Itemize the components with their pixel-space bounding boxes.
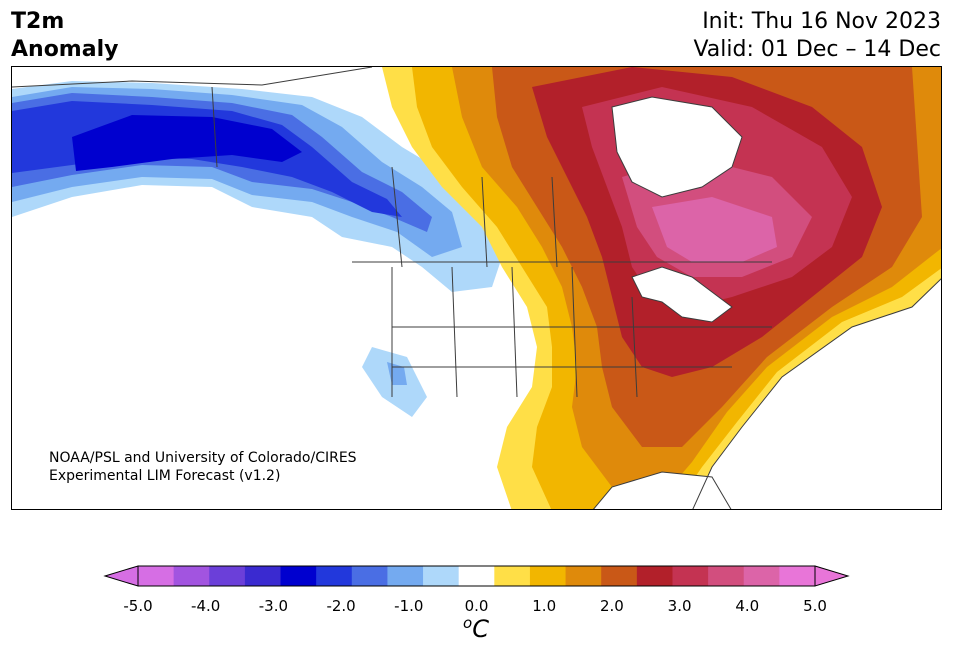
- colorbar-swatch: [387, 566, 424, 586]
- colorbar-swatch: [672, 566, 709, 586]
- colorbar-tick-label: 4.0: [735, 597, 760, 615]
- hudson-bay: [612, 97, 742, 197]
- unit-label: C: [472, 615, 489, 643]
- colorbar-swatch: [351, 566, 388, 586]
- colorbar-extend-low: [103, 565, 139, 587]
- colorbar-swatch: [565, 566, 602, 586]
- colorbar-swatch: [779, 566, 816, 586]
- colorbar-swatch: [708, 566, 745, 586]
- map-canvas: [12, 67, 941, 509]
- valid-date: Valid: 01 Dec – 14 Dec: [693, 37, 941, 62]
- colorbar: [0, 560, 953, 656]
- colorbar-swatch: [316, 566, 353, 586]
- data-credit: NOAA/PSL and University of Colorado/CIRE…: [49, 449, 357, 485]
- anomaly-label: Anomaly: [11, 37, 119, 62]
- init-date: Init: Thu 16 Nov 2023: [702, 9, 941, 34]
- colorbar-tick-label: 2.0: [599, 597, 624, 615]
- colorbar-swatch: [138, 566, 175, 586]
- credit-line-1: NOAA/PSL and University of Colorado/CIRE…: [49, 450, 357, 466]
- colorbar-tick-label: -4.0: [191, 597, 221, 615]
- colorbar-tick-label: 5.0: [803, 597, 827, 615]
- colorbar-swatch: [173, 566, 210, 586]
- colorbar-tick-label: -1.0: [394, 597, 424, 615]
- colorbar-swatch: [423, 566, 460, 586]
- cold-anomaly-region: [12, 81, 507, 417]
- gulf-of-mexico: [593, 472, 731, 509]
- colorbar-tick-label: -2.0: [326, 597, 356, 615]
- unit-degree: o: [463, 614, 473, 632]
- colorbar-tick-label: -3.0: [258, 597, 289, 615]
- political-borders: [12, 67, 941, 509]
- colorbar-swatch: [743, 566, 780, 586]
- colorbar-swatch: [458, 566, 495, 586]
- colorbar-swatch: [244, 566, 282, 586]
- forecast-dates: Init: Thu 16 Nov 2023 Valid: 01 Dec – 14…: [693, 8, 941, 64]
- colorbar-tick-label: 0.0: [464, 597, 489, 615]
- colorbar-outline: [137, 565, 816, 587]
- colorbar-tick-label: 1.0: [532, 597, 557, 615]
- colorbar-swatch: [280, 566, 317, 586]
- colorbar-extend-high: [814, 565, 850, 587]
- anomaly-map: NOAA/PSL and University of Colorado/CIRE…: [11, 66, 942, 510]
- variable-label: T2m: [11, 9, 65, 34]
- colorbar-swatch: [636, 566, 673, 586]
- colorbar-swatch: [529, 566, 567, 586]
- colorbar-tick-label: -5.0: [123, 597, 153, 615]
- map-title: T2m Anomaly: [11, 8, 118, 64]
- colorbar-unit: oC: [463, 614, 489, 643]
- credit-line-2: Experimental LIM Forecast (v1.2): [49, 468, 281, 484]
- colorbar-swatch: [494, 566, 531, 586]
- colorbar-swatch: [601, 566, 638, 586]
- colorbar-bar: [103, 565, 850, 587]
- colorbar-swatch: [209, 566, 246, 586]
- colorbar-tick-label: 3.0: [667, 597, 692, 615]
- great-lakes: [632, 267, 732, 322]
